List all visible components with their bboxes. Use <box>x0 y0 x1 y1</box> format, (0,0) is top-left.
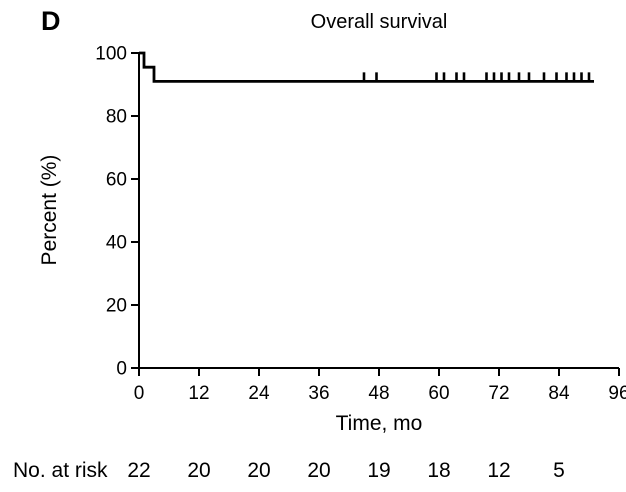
y-axis-ticks: 0 20 40 60 80 100 <box>95 44 139 380</box>
panel-label: D <box>41 6 61 36</box>
risk-count: 20 <box>307 459 330 482</box>
x-tick-label: 84 <box>548 383 570 404</box>
survival-step-line <box>139 51 594 83</box>
x-tick-label: 72 <box>488 383 509 404</box>
x-tick-label: 0 <box>134 383 145 404</box>
x-tick-label: 12 <box>188 383 209 404</box>
x-tick-label: 36 <box>308 383 329 404</box>
censor-marks <box>362 72 591 82</box>
y-tick-label: 100 <box>95 44 127 65</box>
risk-table-label: No. at risk <box>13 459 108 482</box>
risk-count: 20 <box>187 459 210 482</box>
y-tick-label: 20 <box>106 296 127 317</box>
risk-count: 22 <box>127 459 150 482</box>
axes <box>138 53 619 369</box>
x-axis-ticks: 0 12 24 36 48 60 72 84 96 <box>134 368 626 404</box>
x-tick-label: 60 <box>428 383 449 404</box>
x-tick-label: 48 <box>368 383 389 404</box>
y-tick-label: 80 <box>106 107 127 128</box>
x-tick-label: 96 <box>608 383 626 404</box>
chart-title: Overall survival <box>311 11 448 33</box>
risk-count: 5 <box>553 459 565 482</box>
risk-count: 20 <box>247 459 270 482</box>
y-tick-label: 40 <box>106 233 127 254</box>
y-axis-label: Percent (%) <box>38 155 61 266</box>
y-tick-label: 0 <box>116 359 127 380</box>
survival-curve <box>139 51 594 83</box>
y-tick-label: 60 <box>106 170 127 191</box>
x-tick-label: 24 <box>248 383 270 404</box>
risk-count: 18 <box>427 459 450 482</box>
risk-count: 12 <box>487 459 510 482</box>
x-axis-label: Time, mo <box>336 412 423 435</box>
risk-table-counts: 22 20 20 20 19 18 12 5 <box>127 459 565 482</box>
risk-count: 19 <box>367 459 390 482</box>
